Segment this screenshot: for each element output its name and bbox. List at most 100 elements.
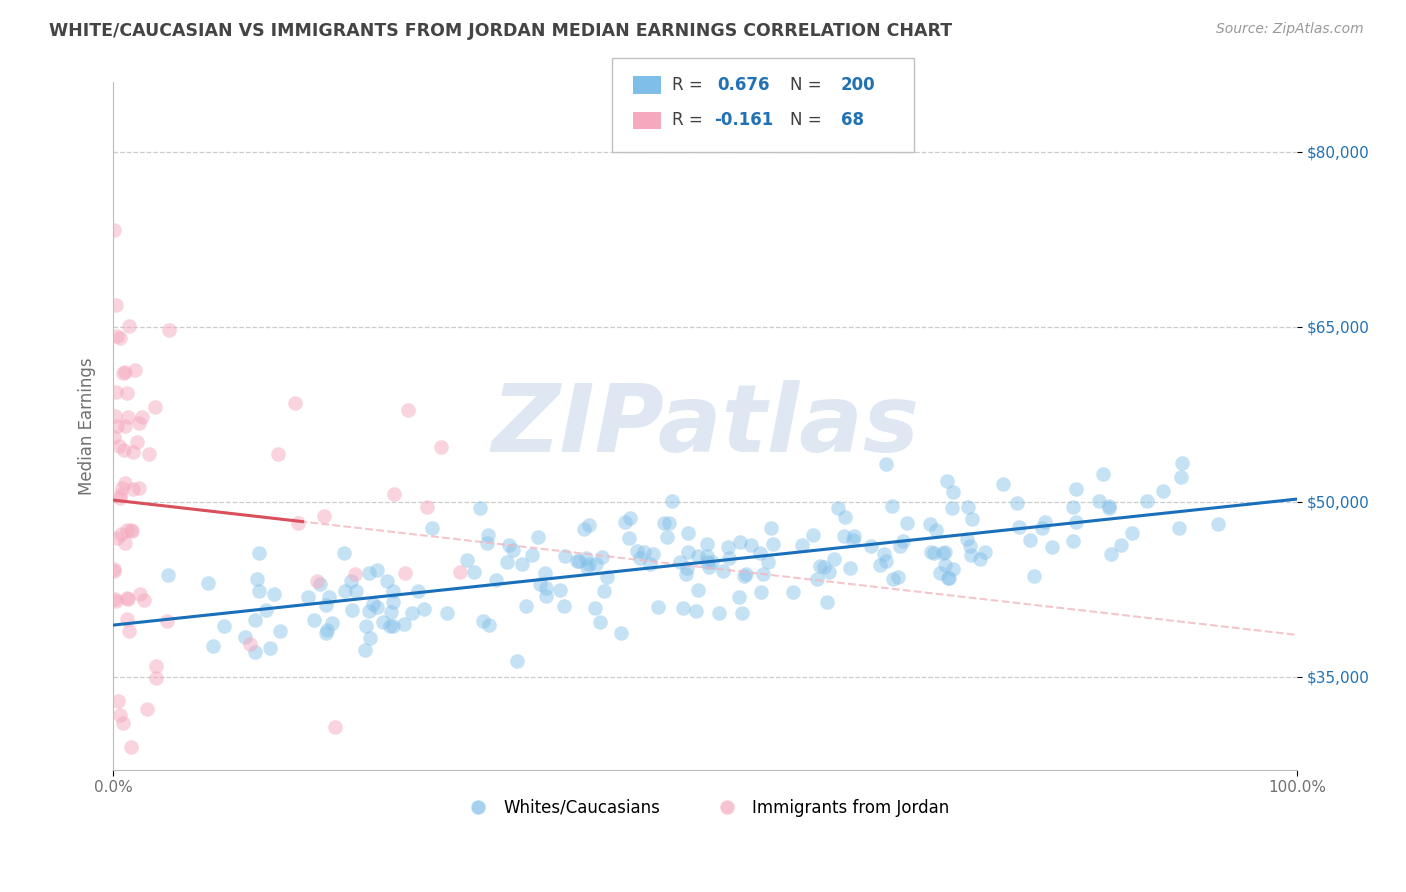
Point [263,587,285,601]
Point [375,574,398,588]
Point [381,618,404,632]
Point [430,440,453,454]
Point [934,558,956,573]
Point [127,434,149,449]
Point [315,598,337,612]
Point [478,618,501,632]
Point [323,720,346,734]
Point [202,639,225,653]
Point [529,576,551,591]
Point [922,546,945,560]
Text: ZIPatlas: ZIPatlas [491,380,920,472]
Point [353,643,375,657]
Point [108,707,131,722]
Point [801,527,824,541]
Point [655,531,678,545]
Point [463,566,485,580]
Point [896,516,918,531]
Point [1152,483,1174,498]
Point [128,481,150,495]
Point [156,567,179,582]
Point [880,499,903,513]
Point [882,572,904,586]
Point [302,613,325,627]
Point [477,527,499,541]
Point [640,558,662,572]
Point [103,223,125,237]
Point [942,484,965,499]
Point [595,570,617,584]
Point [239,638,262,652]
Point [436,607,458,621]
Point [1022,568,1045,582]
Point [685,604,707,618]
Point [1062,500,1084,514]
Point [957,500,980,514]
Point [247,546,270,560]
Point [114,536,136,550]
Point [392,616,415,631]
Point [112,715,135,730]
Point [991,476,1014,491]
Point [321,615,343,630]
Point [115,386,138,401]
Point [1040,540,1063,554]
Point [1008,520,1031,534]
Point [678,545,700,559]
Point [928,566,950,581]
Point [733,569,755,583]
Text: Source: ZipAtlas.com: Source: ZipAtlas.com [1216,22,1364,37]
Point [749,546,772,560]
Point [697,559,720,574]
Point [297,591,319,605]
Point [1092,467,1115,481]
Point [832,529,855,543]
Point [132,593,155,607]
Point [233,630,256,644]
Point [752,566,775,581]
Point [675,567,697,582]
Point [122,445,145,459]
Point [120,524,142,538]
Point [246,572,269,586]
Point [382,594,405,608]
Point [309,577,332,591]
Point [617,531,640,545]
Point [652,516,675,530]
Point [859,539,882,553]
Point [959,539,981,553]
Point [1018,533,1040,548]
Point [873,547,896,561]
Point [643,547,665,561]
Point [554,549,576,563]
Point [583,601,606,615]
Point [1109,538,1132,552]
Text: N =: N = [790,112,827,129]
Point [143,400,166,414]
Point [749,584,772,599]
Point [118,318,141,333]
Point [104,591,127,606]
Legend: Whites/Caucasians, Immigrants from Jordan: Whites/Caucasians, Immigrants from Jorda… [454,792,956,823]
Point [413,602,436,616]
Point [568,553,591,567]
Point [105,418,128,433]
Point [136,702,159,716]
Text: -0.161: -0.161 [714,112,773,129]
Point [506,654,529,668]
Point [578,517,600,532]
Point [107,328,129,343]
Point [672,600,695,615]
Point [287,516,309,530]
Point [108,331,131,345]
Point [938,571,960,585]
Point [1136,494,1159,508]
Point [357,604,380,618]
Point [108,439,131,453]
Point [827,501,849,516]
Point [718,550,741,565]
Point [815,595,838,609]
Point [960,511,983,525]
Point [247,583,270,598]
Point [315,624,337,638]
